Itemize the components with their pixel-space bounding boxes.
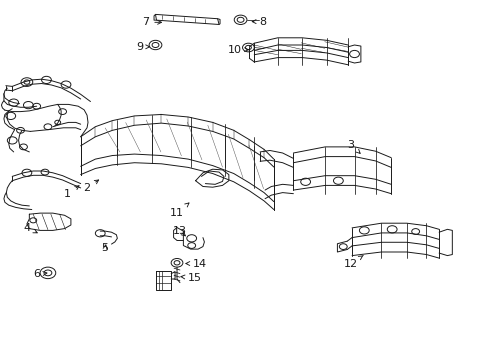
Text: 7: 7: [142, 17, 161, 27]
Text: 10: 10: [227, 45, 248, 55]
Text: 6: 6: [33, 269, 47, 279]
Text: 12: 12: [344, 256, 363, 269]
Text: 2: 2: [83, 180, 99, 193]
Text: 9: 9: [136, 42, 149, 52]
Text: 4: 4: [23, 222, 37, 233]
Text: 11: 11: [170, 203, 188, 218]
Text: 15: 15: [181, 273, 201, 283]
Text: 3: 3: [347, 140, 360, 153]
Text: 5: 5: [102, 243, 108, 253]
Text: 8: 8: [252, 17, 266, 27]
Text: 13: 13: [173, 226, 186, 236]
Text: 1: 1: [64, 186, 79, 199]
Text: 14: 14: [185, 258, 206, 269]
